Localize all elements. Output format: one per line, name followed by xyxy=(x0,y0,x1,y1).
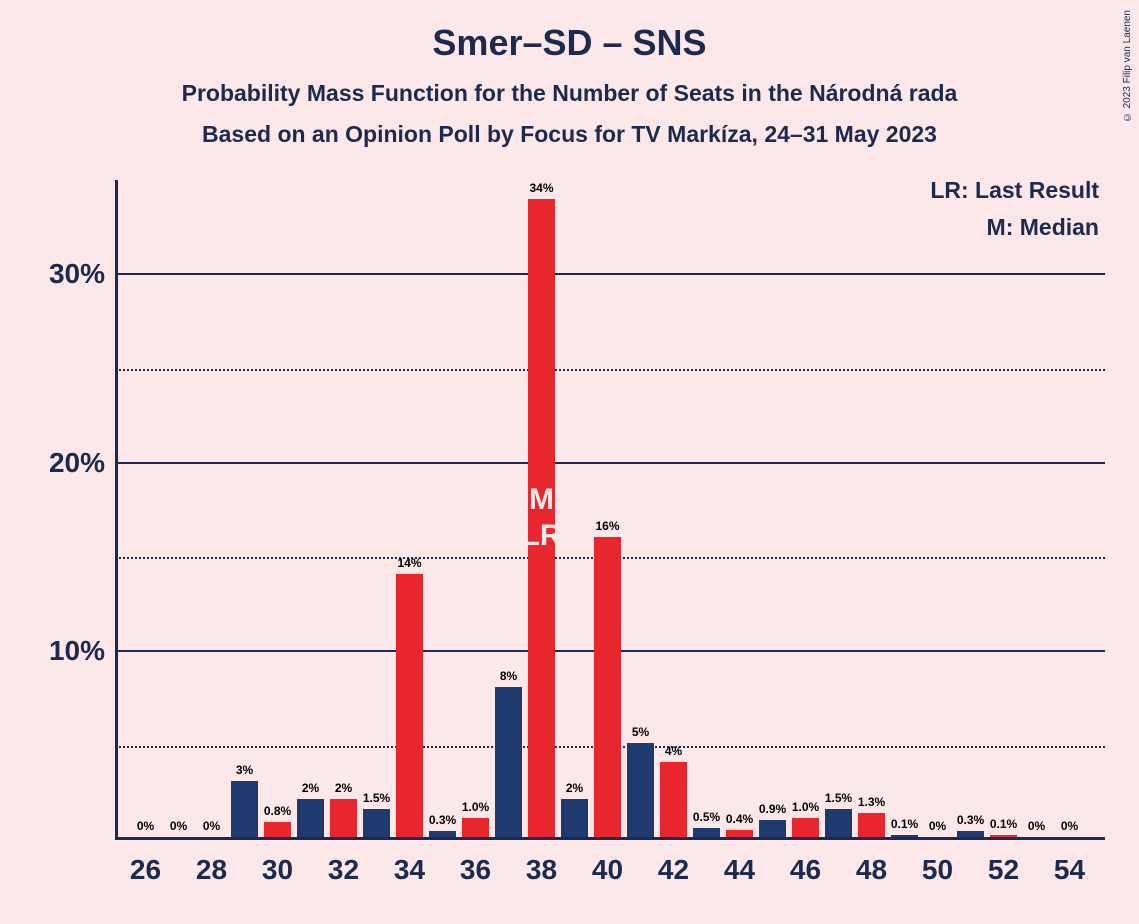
bar-value-label: 16% xyxy=(595,519,619,533)
x-tick-label: 38 xyxy=(526,854,557,886)
x-tick-label: 26 xyxy=(130,854,161,886)
y-tick-label: 10% xyxy=(5,635,105,667)
bar xyxy=(264,822,291,837)
chart-title: Smer–SD – SNS xyxy=(0,0,1139,64)
median-lr: LR xyxy=(522,518,562,554)
y-tick-label: 30% xyxy=(5,258,105,290)
bar-value-label: 2% xyxy=(566,781,583,795)
bar-value-label: 1.0% xyxy=(792,800,819,814)
bar-value-label: 1.5% xyxy=(363,791,390,805)
x-tick-label: 32 xyxy=(328,854,359,886)
bar xyxy=(495,687,522,837)
bar xyxy=(429,831,456,837)
bar xyxy=(561,799,588,837)
x-tick-label: 28 xyxy=(196,854,227,886)
copyright: © 2023 Filip van Laenen xyxy=(1122,10,1133,122)
bar xyxy=(660,762,687,837)
bar-value-label: 0% xyxy=(170,819,187,833)
gridline-major xyxy=(115,273,1105,275)
x-tick-label: 44 xyxy=(724,854,755,886)
bar xyxy=(957,831,984,837)
x-axis xyxy=(115,837,1105,840)
bar xyxy=(759,820,786,837)
median-marker: MLR xyxy=(522,482,562,554)
bar-value-label: 2% xyxy=(302,781,319,795)
bar-value-label: 1.3% xyxy=(858,795,885,809)
median-m: M xyxy=(522,482,562,518)
x-tick-label: 34 xyxy=(394,854,425,886)
chart-plot-area: 10%20%30%2628303234363840424446485052540… xyxy=(115,180,1105,840)
bar-value-label: 0.9% xyxy=(759,802,786,816)
x-tick-label: 52 xyxy=(988,854,1019,886)
bar xyxy=(462,818,489,837)
bar-value-label: 8% xyxy=(500,669,517,683)
bar-value-label: 0.3% xyxy=(429,813,456,827)
bar xyxy=(363,809,390,837)
x-tick-label: 54 xyxy=(1054,854,1085,886)
bar-value-label: 0% xyxy=(1028,819,1045,833)
bar-value-label: 0.1% xyxy=(891,817,918,831)
gridline-major xyxy=(115,462,1105,464)
x-tick-label: 42 xyxy=(658,854,689,886)
bar xyxy=(990,835,1017,837)
bar xyxy=(396,574,423,837)
bar xyxy=(726,830,753,838)
bar-value-label: 34% xyxy=(529,181,553,195)
bar xyxy=(825,809,852,837)
y-tick-label: 20% xyxy=(5,447,105,479)
bar-value-label: 0.1% xyxy=(990,817,1017,831)
bar-value-label: 0.3% xyxy=(957,813,984,827)
bar-value-label: 0% xyxy=(137,819,154,833)
bar-value-label: 0% xyxy=(929,819,946,833)
gridline-minor xyxy=(115,369,1105,371)
bar-value-label: 5% xyxy=(632,725,649,739)
bar-value-label: 4% xyxy=(665,744,682,758)
bar xyxy=(627,743,654,837)
chart-subtitle-2: Based on an Opinion Poll by Focus for TV… xyxy=(0,121,1139,148)
x-tick-label: 40 xyxy=(592,854,623,886)
y-axis xyxy=(115,180,118,840)
bar-value-label: 0.8% xyxy=(264,804,291,818)
bar-value-label: 3% xyxy=(236,763,253,777)
bar xyxy=(231,781,258,837)
x-tick-label: 30 xyxy=(262,854,293,886)
bar xyxy=(297,799,324,837)
bar-value-label: 2% xyxy=(335,781,352,795)
bar xyxy=(891,835,918,837)
bar-value-label: 1.0% xyxy=(462,800,489,814)
x-tick-label: 50 xyxy=(922,854,953,886)
bar-value-label: 0% xyxy=(203,819,220,833)
bar xyxy=(594,537,621,837)
x-tick-label: 48 xyxy=(856,854,887,886)
bar xyxy=(792,818,819,837)
bar-value-label: 0.5% xyxy=(693,810,720,824)
bar-value-label: 14% xyxy=(397,556,421,570)
bar-value-label: 1.5% xyxy=(825,791,852,805)
chart-subtitle-1: Probability Mass Function for the Number… xyxy=(0,80,1139,107)
bar xyxy=(858,813,885,837)
bar-value-label: 0.4% xyxy=(726,812,753,826)
bar xyxy=(330,799,357,837)
bar xyxy=(693,828,720,837)
x-tick-label: 36 xyxy=(460,854,491,886)
x-tick-label: 46 xyxy=(790,854,821,886)
bar-value-label: 0% xyxy=(1061,819,1078,833)
